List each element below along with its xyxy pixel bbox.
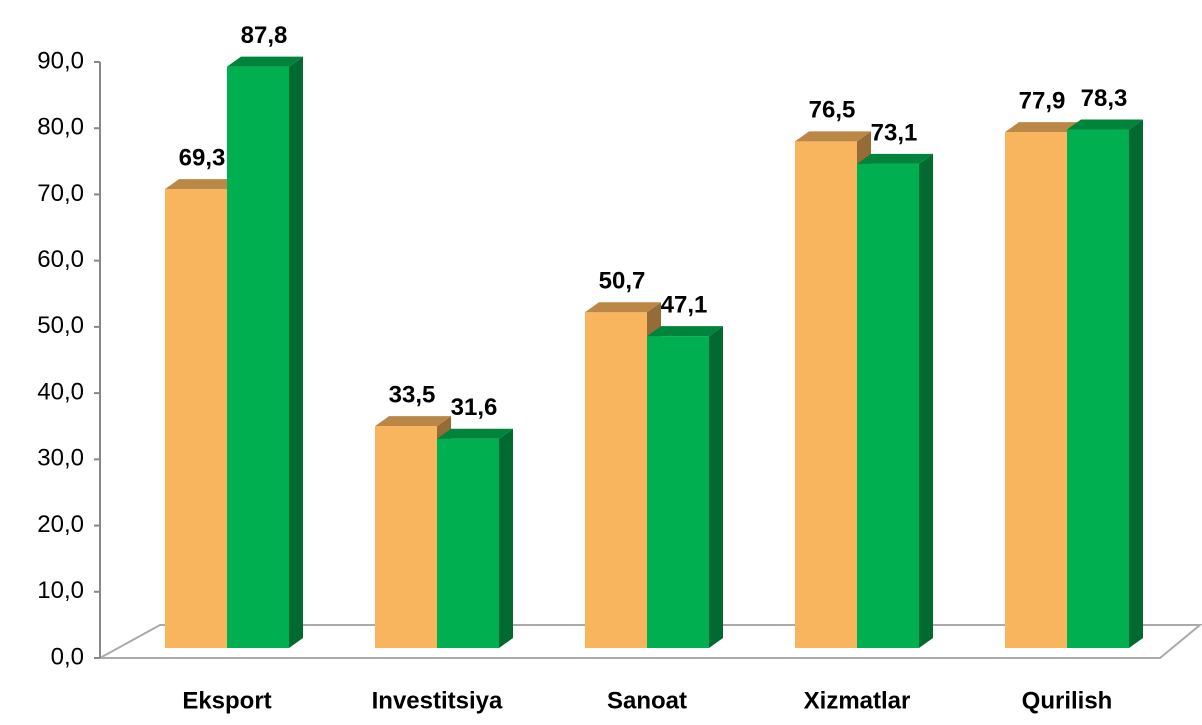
value-label: 31,6	[451, 394, 498, 421]
value-label: 33,5	[389, 381, 436, 408]
y-tick-label: 10,0	[37, 577, 84, 604]
bar-face	[795, 131, 871, 142]
y-tick-label: 40,0	[37, 378, 84, 405]
bar-face	[919, 153, 933, 648]
bar-face	[647, 336, 709, 648]
y-tick-label: 70,0	[37, 180, 84, 207]
value-label: 73,1	[871, 119, 918, 146]
bar	[1067, 119, 1143, 649]
bar-face	[1067, 129, 1129, 649]
value-label: 78,3	[1081, 85, 1128, 112]
x-tick-label: Sanoat	[607, 687, 687, 714]
bar	[857, 153, 933, 648]
bar-face	[165, 179, 241, 190]
bar	[437, 428, 513, 648]
value-label: 47,1	[661, 291, 708, 318]
y-tick-label: 0,0	[51, 643, 84, 670]
bar-face	[227, 56, 303, 67]
bar-face	[647, 326, 723, 337]
y-tick-label: 80,0	[37, 114, 84, 141]
bar-face	[227, 66, 289, 648]
bar	[647, 326, 723, 648]
bar-face	[165, 189, 227, 648]
y-tick-label: 60,0	[37, 246, 84, 273]
value-label: 69,3	[179, 144, 226, 171]
value-label: 76,5	[809, 97, 856, 124]
x-tick-label: Investitsiya	[372, 687, 503, 714]
value-label: 87,8	[241, 22, 288, 49]
bar-face	[585, 302, 661, 313]
bar-face	[585, 312, 647, 648]
bar-face	[375, 416, 451, 427]
y-tick-label: 20,0	[37, 511, 84, 538]
bar-face	[289, 56, 303, 648]
value-label: 77,9	[1019, 87, 1066, 114]
bar-face	[437, 428, 513, 439]
bar-face	[375, 426, 437, 648]
bar-face	[437, 438, 499, 648]
bar-face	[795, 141, 857, 648]
bar-face	[499, 428, 513, 648]
bar-face	[1067, 119, 1143, 130]
bar-face	[1005, 122, 1081, 133]
x-tick-label: Xizmatlar	[804, 687, 911, 714]
bar-face	[709, 326, 723, 648]
bar-face	[857, 163, 919, 648]
x-tick-label: Qurilish	[1022, 687, 1113, 714]
x-tick-label: Eksport	[182, 687, 271, 714]
y-tick-label: 90,0	[37, 47, 84, 74]
bar-face	[1005, 132, 1067, 648]
bar	[227, 56, 303, 648]
bar-face	[1129, 119, 1143, 649]
y-tick-label: 30,0	[37, 445, 84, 472]
bar-face	[857, 153, 933, 164]
value-label: 50,7	[599, 268, 646, 295]
y-tick-label: 50,0	[37, 312, 84, 339]
